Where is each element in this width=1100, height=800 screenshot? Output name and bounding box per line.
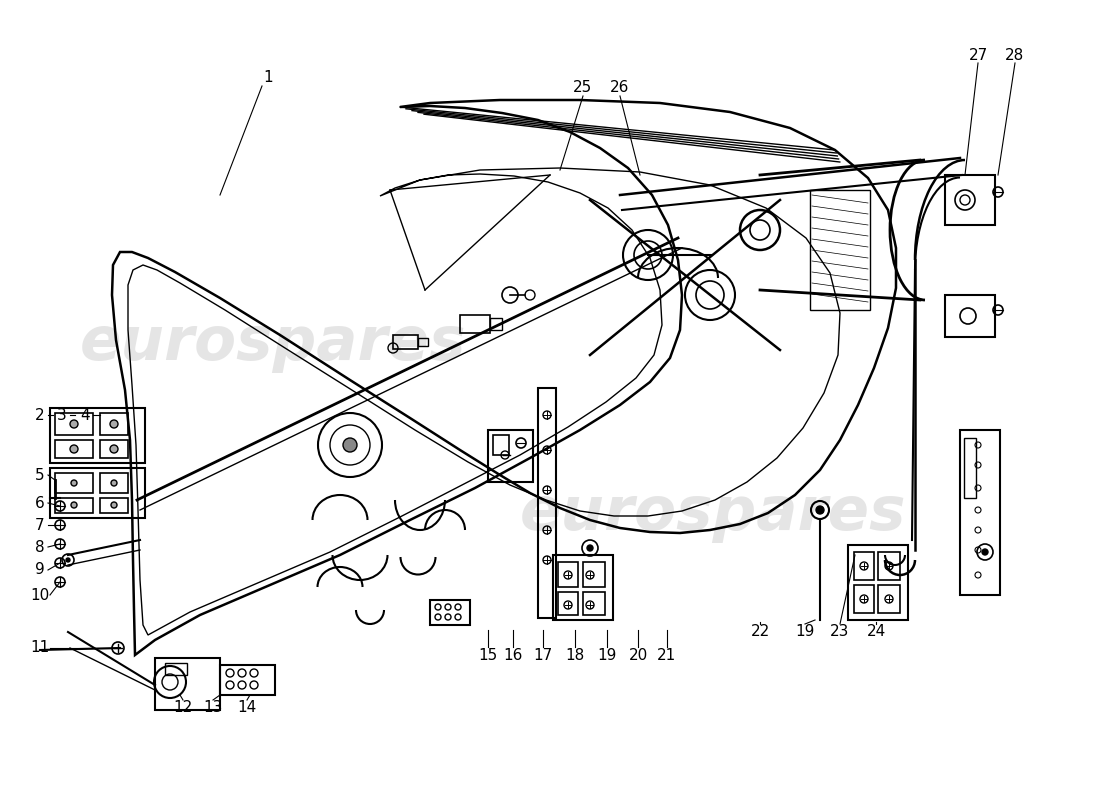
Text: 24: 24 — [867, 625, 886, 639]
Bar — [220, 665, 275, 695]
Bar — [55, 413, 94, 435]
Text: 15: 15 — [478, 647, 497, 662]
Text: 19: 19 — [597, 647, 617, 662]
Text: 23: 23 — [830, 625, 849, 639]
Bar — [945, 175, 996, 225]
Bar — [878, 585, 900, 613]
Circle shape — [110, 445, 118, 453]
Text: 1: 1 — [263, 70, 273, 86]
Text: 10: 10 — [31, 587, 50, 602]
Circle shape — [587, 545, 593, 551]
Bar — [418, 338, 428, 346]
Circle shape — [111, 502, 117, 508]
Text: 11: 11 — [31, 641, 50, 655]
Text: 28: 28 — [1005, 47, 1024, 62]
Circle shape — [982, 549, 988, 555]
Text: 6: 6 — [35, 495, 45, 510]
Bar — [490, 318, 502, 330]
Circle shape — [72, 502, 77, 508]
Bar — [55, 498, 94, 513]
Bar — [100, 413, 128, 435]
Text: 19: 19 — [795, 625, 815, 639]
Text: 22: 22 — [750, 625, 770, 639]
Bar — [848, 545, 908, 620]
Bar — [878, 552, 900, 580]
Bar — [558, 592, 578, 615]
Bar — [964, 438, 976, 498]
Bar — [583, 592, 605, 615]
Text: 21: 21 — [658, 647, 676, 662]
Circle shape — [72, 480, 77, 486]
Bar — [100, 473, 128, 493]
Bar — [55, 473, 94, 493]
Bar — [538, 388, 556, 618]
Text: 16: 16 — [504, 647, 522, 662]
Circle shape — [343, 438, 358, 452]
Text: eurospares: eurospares — [520, 484, 906, 543]
Text: 12: 12 — [174, 701, 192, 715]
Bar — [165, 663, 187, 675]
Text: 8: 8 — [35, 539, 45, 554]
Text: 13: 13 — [204, 701, 222, 715]
Circle shape — [110, 420, 118, 428]
Bar — [558, 562, 578, 587]
Bar — [493, 435, 509, 455]
Bar — [50, 408, 145, 463]
Text: eurospares: eurospares — [80, 314, 466, 373]
Text: 26: 26 — [610, 81, 629, 95]
Bar — [50, 468, 145, 518]
Circle shape — [111, 480, 117, 486]
Text: 20: 20 — [628, 647, 648, 662]
Text: 5: 5 — [35, 467, 45, 482]
Bar — [155, 658, 220, 710]
Text: 17: 17 — [534, 647, 552, 662]
Text: 18: 18 — [565, 647, 584, 662]
Circle shape — [66, 558, 70, 562]
Text: 3: 3 — [57, 407, 67, 422]
Bar — [810, 190, 870, 310]
Bar — [583, 562, 605, 587]
Text: 14: 14 — [238, 701, 256, 715]
Text: 7: 7 — [35, 518, 45, 533]
Bar — [488, 430, 534, 482]
Circle shape — [816, 506, 824, 514]
Text: 9: 9 — [35, 562, 45, 578]
Text: 27: 27 — [968, 47, 988, 62]
Bar — [430, 600, 470, 625]
Circle shape — [70, 445, 78, 453]
Bar — [55, 440, 94, 458]
Text: 2: 2 — [35, 407, 45, 422]
Bar — [945, 295, 996, 337]
Bar — [854, 552, 874, 580]
Bar — [100, 498, 128, 513]
Text: 25: 25 — [573, 81, 593, 95]
Bar — [393, 335, 418, 349]
Text: 4: 4 — [80, 407, 90, 422]
Bar — [854, 585, 874, 613]
Bar — [100, 440, 128, 458]
Circle shape — [70, 420, 78, 428]
Bar — [960, 430, 1000, 595]
Bar — [553, 555, 613, 620]
Bar — [460, 315, 490, 333]
